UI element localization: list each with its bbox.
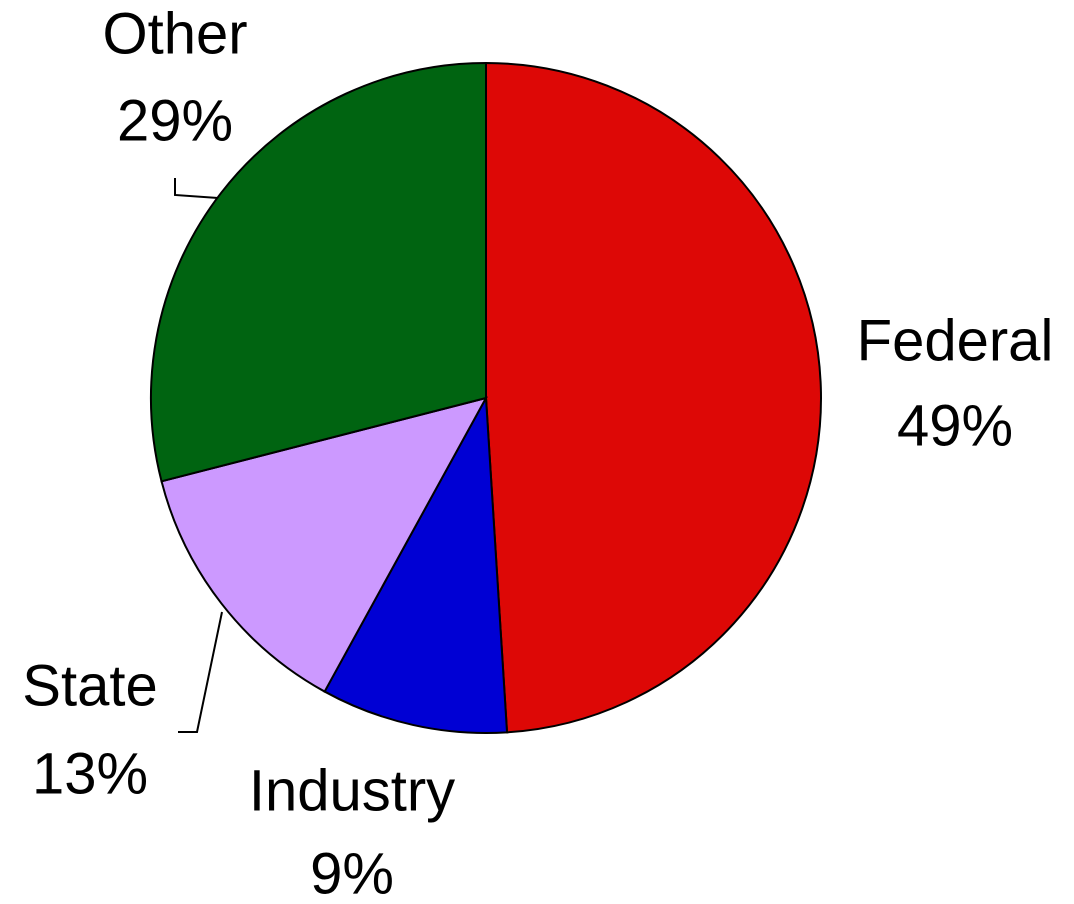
slice-value-label: 29%: [117, 88, 233, 153]
slice-label: Industry: [249, 758, 455, 823]
pie-slice: [323, 394, 509, 734]
pie-slice: [150, 61, 487, 483]
slice-value-label: 49%: [897, 393, 1013, 458]
pie-slice: [485, 61, 822, 734]
slice-label: Other: [102, 1, 247, 66]
leader-line: [178, 611, 223, 733]
slice-label: State: [22, 653, 157, 718]
pie-slice: [160, 396, 488, 693]
slice-label: Federal: [857, 308, 1054, 373]
leader-line: [174, 178, 219, 199]
slice-value-label: 13%: [32, 741, 148, 806]
slice-value-label: 9%: [310, 841, 394, 904]
